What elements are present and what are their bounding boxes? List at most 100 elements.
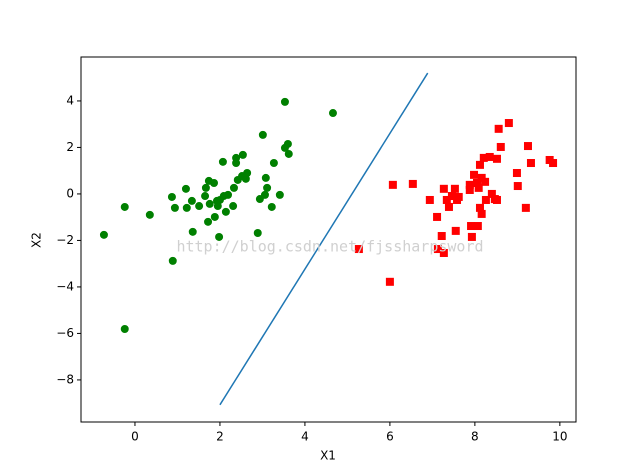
point [209, 179, 218, 188]
point [475, 160, 484, 169]
point [439, 184, 448, 193]
point [444, 202, 453, 211]
point [261, 173, 270, 182]
x-tick-label: 0 [131, 430, 139, 444]
point [267, 202, 276, 211]
point [284, 149, 293, 158]
point [473, 179, 481, 188]
x-tick-label: 10 [552, 430, 567, 444]
point [481, 195, 490, 204]
x-tick-label: 8 [471, 430, 479, 444]
point [388, 180, 397, 189]
point [433, 212, 442, 221]
watermark: http://blog.csdn.net/fjssharpsword [176, 238, 483, 256]
y-tick-label: 4 [66, 93, 74, 107]
point [187, 196, 196, 205]
x-tick-label: 2 [216, 430, 224, 444]
y-tick-label: −2 [56, 233, 74, 247]
point [496, 142, 505, 151]
point [492, 154, 501, 163]
point [181, 184, 190, 193]
point [437, 232, 446, 241]
point [385, 277, 394, 286]
x-tick-label: 6 [386, 430, 394, 444]
point [213, 202, 222, 211]
point [229, 183, 238, 192]
point [433, 245, 442, 254]
point [475, 203, 484, 212]
point [201, 183, 210, 192]
point [425, 195, 434, 204]
point [442, 195, 451, 204]
point [99, 230, 108, 239]
point [269, 159, 278, 168]
point [454, 192, 463, 201]
point [218, 157, 227, 166]
y-axis-label: X2 [30, 232, 44, 248]
point [224, 190, 233, 199]
point [465, 180, 474, 189]
point [467, 232, 476, 241]
point [182, 203, 191, 212]
point [513, 182, 522, 191]
point [221, 207, 230, 216]
point [451, 226, 460, 235]
point [450, 184, 459, 193]
point [120, 202, 129, 211]
point [260, 190, 269, 199]
point [253, 228, 262, 237]
point [232, 153, 241, 162]
y-tick-label: −4 [56, 279, 74, 293]
point [238, 150, 247, 159]
point [494, 124, 503, 133]
y-tick-label: −6 [56, 326, 74, 340]
point [481, 177, 490, 186]
point [492, 195, 501, 204]
point [354, 245, 363, 254]
point [526, 159, 535, 168]
point [504, 119, 513, 128]
point [465, 185, 474, 194]
x-tick-label: 4 [301, 430, 309, 444]
point [210, 212, 219, 221]
point [470, 170, 479, 179]
point [243, 169, 252, 178]
point [170, 203, 179, 212]
point [229, 202, 238, 211]
y-tick-label: 0 [66, 186, 74, 200]
y-tick-label: 2 [66, 140, 74, 154]
point [275, 190, 284, 199]
point [479, 153, 488, 162]
point [283, 139, 292, 148]
point [215, 232, 224, 241]
line [219, 72, 429, 406]
point [263, 183, 272, 192]
point [487, 189, 496, 198]
point [167, 192, 176, 201]
point [408, 179, 417, 188]
point [477, 209, 486, 218]
point [473, 222, 482, 231]
point [188, 227, 197, 236]
point [195, 202, 204, 211]
point [474, 183, 483, 192]
point [485, 152, 494, 161]
point [447, 192, 456, 201]
point [201, 192, 210, 201]
point [120, 325, 129, 334]
point [549, 159, 558, 168]
point [328, 109, 337, 118]
point [145, 210, 154, 219]
point [523, 142, 532, 151]
point [521, 203, 530, 212]
y-tick-label: −8 [56, 372, 74, 386]
plot-frame [80, 56, 577, 423]
point [467, 222, 476, 231]
point [512, 169, 521, 178]
point [258, 130, 267, 139]
point [439, 248, 448, 257]
point [168, 256, 177, 265]
point [280, 97, 289, 106]
